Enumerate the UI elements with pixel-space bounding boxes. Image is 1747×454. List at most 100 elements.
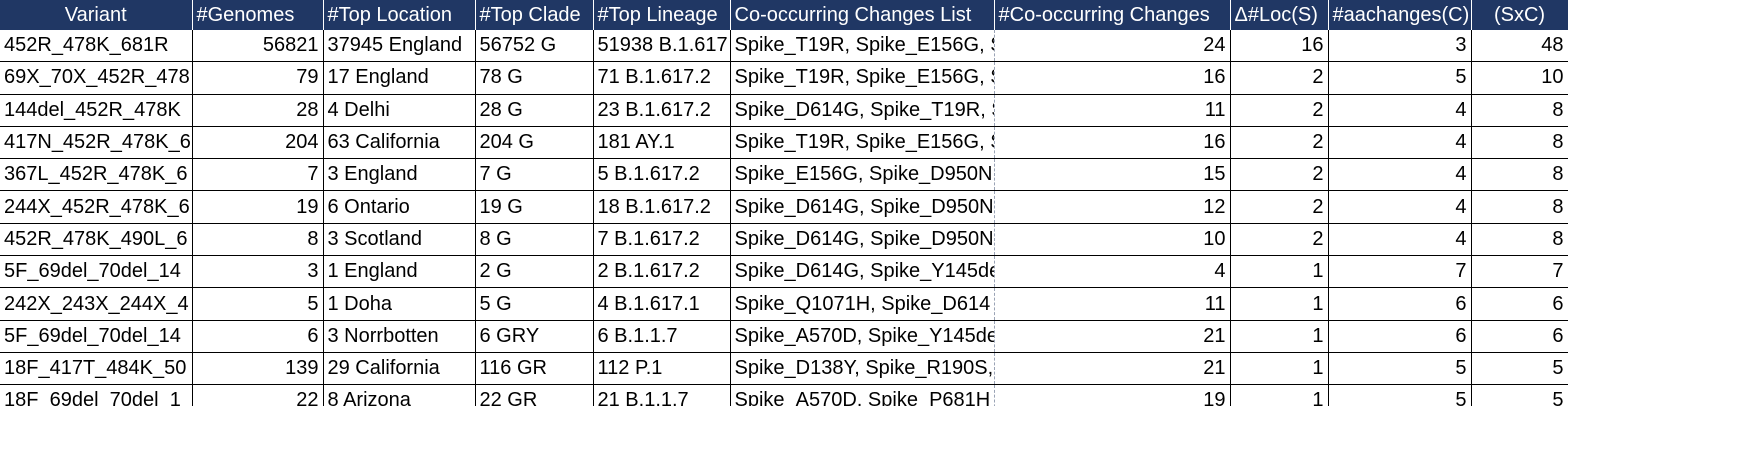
cell-genomes[interactable]: 79 — [192, 61, 324, 95]
cell-aachanges[interactable]: 4 — [1328, 223, 1472, 257]
cell-aachanges[interactable]: 4 — [1328, 94, 1472, 127]
cell-cooccurring-list[interactable]: Spike_T19R, Spike_E156G, S — [730, 61, 995, 95]
cell-aachanges[interactable]: 5 — [1328, 61, 1472, 95]
cell-top-lineage[interactable]: 23 B.1.617.2 — [593, 94, 731, 127]
cell-top-lineage[interactable]: 18 B.1.617.2 — [593, 190, 731, 224]
cell-sxc[interactable]: 8 — [1471, 126, 1568, 160]
cell-variant[interactable]: 367L_452R_478K_6 — [0, 158, 193, 192]
cell-delta-loc[interactable]: 2 — [1230, 223, 1329, 257]
cell-delta-loc[interactable]: 1 — [1230, 320, 1329, 353]
column-header-aachanges[interactable]: #aachanges(C) — [1328, 0, 1472, 30]
cell-cooccurring-count[interactable]: 16 — [994, 61, 1231, 95]
cell-sxc[interactable]: 5 — [1471, 384, 1568, 406]
cell-cooccurring-count[interactable]: 4 — [994, 255, 1231, 289]
cell-top-lineage[interactable]: 71 B.1.617.2 — [593, 61, 731, 95]
cell-top-lineage[interactable]: 2 B.1.617.2 — [593, 255, 731, 289]
cell-top-location[interactable]: 8 Arizona — [323, 384, 476, 406]
column-header-cooccurring-count[interactable]: #Co-occurring Changes — [994, 0, 1231, 30]
cell-top-lineage[interactable]: 7 B.1.617.2 — [593, 223, 731, 257]
cell-top-clade[interactable]: 6 GRY — [475, 320, 594, 353]
cell-genomes[interactable]: 56821 — [192, 30, 324, 63]
column-header-genomes[interactable]: #Genomes — [192, 0, 324, 30]
cell-cooccurring-count[interactable]: 15 — [994, 158, 1231, 192]
cell-top-clade[interactable]: 22 GR — [475, 384, 594, 406]
cell-variant[interactable]: 452R_478K_490L_6 — [0, 223, 193, 257]
cell-top-lineage[interactable]: 51938 B.1.617 — [593, 30, 731, 63]
cell-top-lineage[interactable]: 6 B.1.1.7 — [593, 320, 731, 353]
cell-genomes[interactable]: 22 — [192, 384, 324, 406]
cell-variant[interactable]: 242X_243X_244X_4 — [0, 287, 193, 321]
cell-variant[interactable]: 144del_452R_478K — [0, 94, 193, 127]
column-header-sxc[interactable]: (SxC) — [1471, 0, 1568, 30]
cell-aachanges[interactable]: 5 — [1328, 384, 1472, 406]
cell-top-clade[interactable]: 19 G — [475, 190, 594, 224]
cell-top-lineage[interactable]: 5 B.1.617.2 — [593, 158, 731, 192]
cell-delta-loc[interactable]: 2 — [1230, 126, 1329, 160]
column-header-top-clade[interactable]: #Top Clade — [475, 0, 594, 30]
cell-top-location[interactable]: 3 Norrbotten — [323, 320, 476, 353]
cell-top-clade[interactable]: 78 G — [475, 61, 594, 95]
cell-top-clade[interactable]: 56752 G — [475, 30, 594, 63]
cell-variant[interactable]: 5F_69del_70del_14 — [0, 255, 193, 289]
cell-genomes[interactable]: 3 — [192, 255, 324, 289]
cell-delta-loc[interactable]: 1 — [1230, 287, 1329, 321]
cell-sxc[interactable]: 5 — [1471, 352, 1568, 386]
cell-delta-loc[interactable]: 16 — [1230, 30, 1329, 63]
cell-sxc[interactable]: 48 — [1471, 30, 1568, 63]
cell-top-lineage[interactable]: 4 B.1.617.1 — [593, 287, 731, 321]
cell-top-lineage[interactable]: 181 AY.1 — [593, 126, 731, 160]
cell-top-location[interactable]: 3 Scotland — [323, 223, 476, 257]
column-header-top-lineage[interactable]: #Top Lineage — [593, 0, 731, 30]
cell-top-clade[interactable]: 8 G — [475, 223, 594, 257]
cell-cooccurring-list[interactable]: Spike_E156G, Spike_D950N — [730, 158, 995, 192]
cell-top-clade[interactable]: 5 G — [475, 287, 594, 321]
cell-top-location[interactable]: 3 England — [323, 158, 476, 192]
cell-genomes[interactable]: 139 — [192, 352, 324, 386]
cell-variant[interactable]: 5F_69del_70del_14 — [0, 320, 193, 353]
cell-cooccurring-list[interactable]: Spike_T19R, Spike_E156G, S — [730, 126, 995, 160]
cell-delta-loc[interactable]: 2 — [1230, 158, 1329, 192]
cell-delta-loc[interactable]: 1 — [1230, 352, 1329, 386]
cell-aachanges[interactable]: 4 — [1328, 190, 1472, 224]
cell-sxc[interactable]: 8 — [1471, 158, 1568, 192]
cell-aachanges[interactable]: 6 — [1328, 320, 1472, 353]
cell-top-location[interactable]: 29 California — [323, 352, 476, 386]
column-header-delta-loc[interactable]: Δ#Loc(S) — [1230, 0, 1329, 30]
cell-aachanges[interactable]: 7 — [1328, 255, 1472, 289]
cell-aachanges[interactable]: 4 — [1328, 158, 1472, 192]
cell-delta-loc[interactable]: 1 — [1230, 255, 1329, 289]
cell-cooccurring-count[interactable]: 12 — [994, 190, 1231, 224]
cell-sxc[interactable]: 6 — [1471, 287, 1568, 321]
column-header-cooccurring-list[interactable]: Co-occurring Changes List — [730, 0, 995, 30]
cell-top-location[interactable]: 63 California — [323, 126, 476, 160]
cell-variant[interactable]: 69X_70X_452R_478 — [0, 61, 193, 95]
cell-top-lineage[interactable]: 112 P.1 — [593, 352, 731, 386]
cell-delta-loc[interactable]: 2 — [1230, 94, 1329, 127]
cell-genomes[interactable]: 7 — [192, 158, 324, 192]
cell-top-clade[interactable]: 204 G — [475, 126, 594, 160]
cell-cooccurring-list[interactable]: Spike_A570D, Spike_Y145de — [730, 320, 995, 353]
cell-cooccurring-count[interactable]: 16 — [994, 126, 1231, 160]
cell-cooccurring-count[interactable]: 21 — [994, 352, 1231, 386]
cell-genomes[interactable]: 204 — [192, 126, 324, 160]
cell-genomes[interactable]: 8 — [192, 223, 324, 257]
cell-delta-loc[interactable]: 2 — [1230, 61, 1329, 95]
cell-top-location[interactable]: 1 Doha — [323, 287, 476, 321]
cell-sxc[interactable]: 7 — [1471, 255, 1568, 289]
column-header-top-location[interactable]: #Top Location — [323, 0, 476, 30]
cell-cooccurring-list[interactable]: Spike_D614G, Spike_Y145de — [730, 255, 995, 289]
cell-variant[interactable]: 18F_417T_484K_50 — [0, 352, 193, 386]
cell-cooccurring-list[interactable]: Spike_Q1071H, Spike_D614 — [730, 287, 995, 321]
cell-aachanges[interactable]: 6 — [1328, 287, 1472, 321]
cell-genomes[interactable]: 19 — [192, 190, 324, 224]
cell-top-clade[interactable]: 28 G — [475, 94, 594, 127]
column-header-variant[interactable]: Variant — [0, 0, 193, 30]
cell-variant[interactable]: 244X_452R_478K_6 — [0, 190, 193, 224]
cell-cooccurring-count[interactable]: 11 — [994, 94, 1231, 127]
cell-cooccurring-list[interactable]: Spike_A570D, Spike_P681H — [730, 384, 995, 406]
cell-sxc[interactable]: 8 — [1471, 94, 1568, 127]
cell-delta-loc[interactable]: 1 — [1230, 384, 1329, 406]
cell-top-lineage[interactable]: 21 B.1.1.7 — [593, 384, 731, 406]
cell-cooccurring-count[interactable]: 21 — [994, 320, 1231, 353]
cell-top-clade[interactable]: 2 G — [475, 255, 594, 289]
